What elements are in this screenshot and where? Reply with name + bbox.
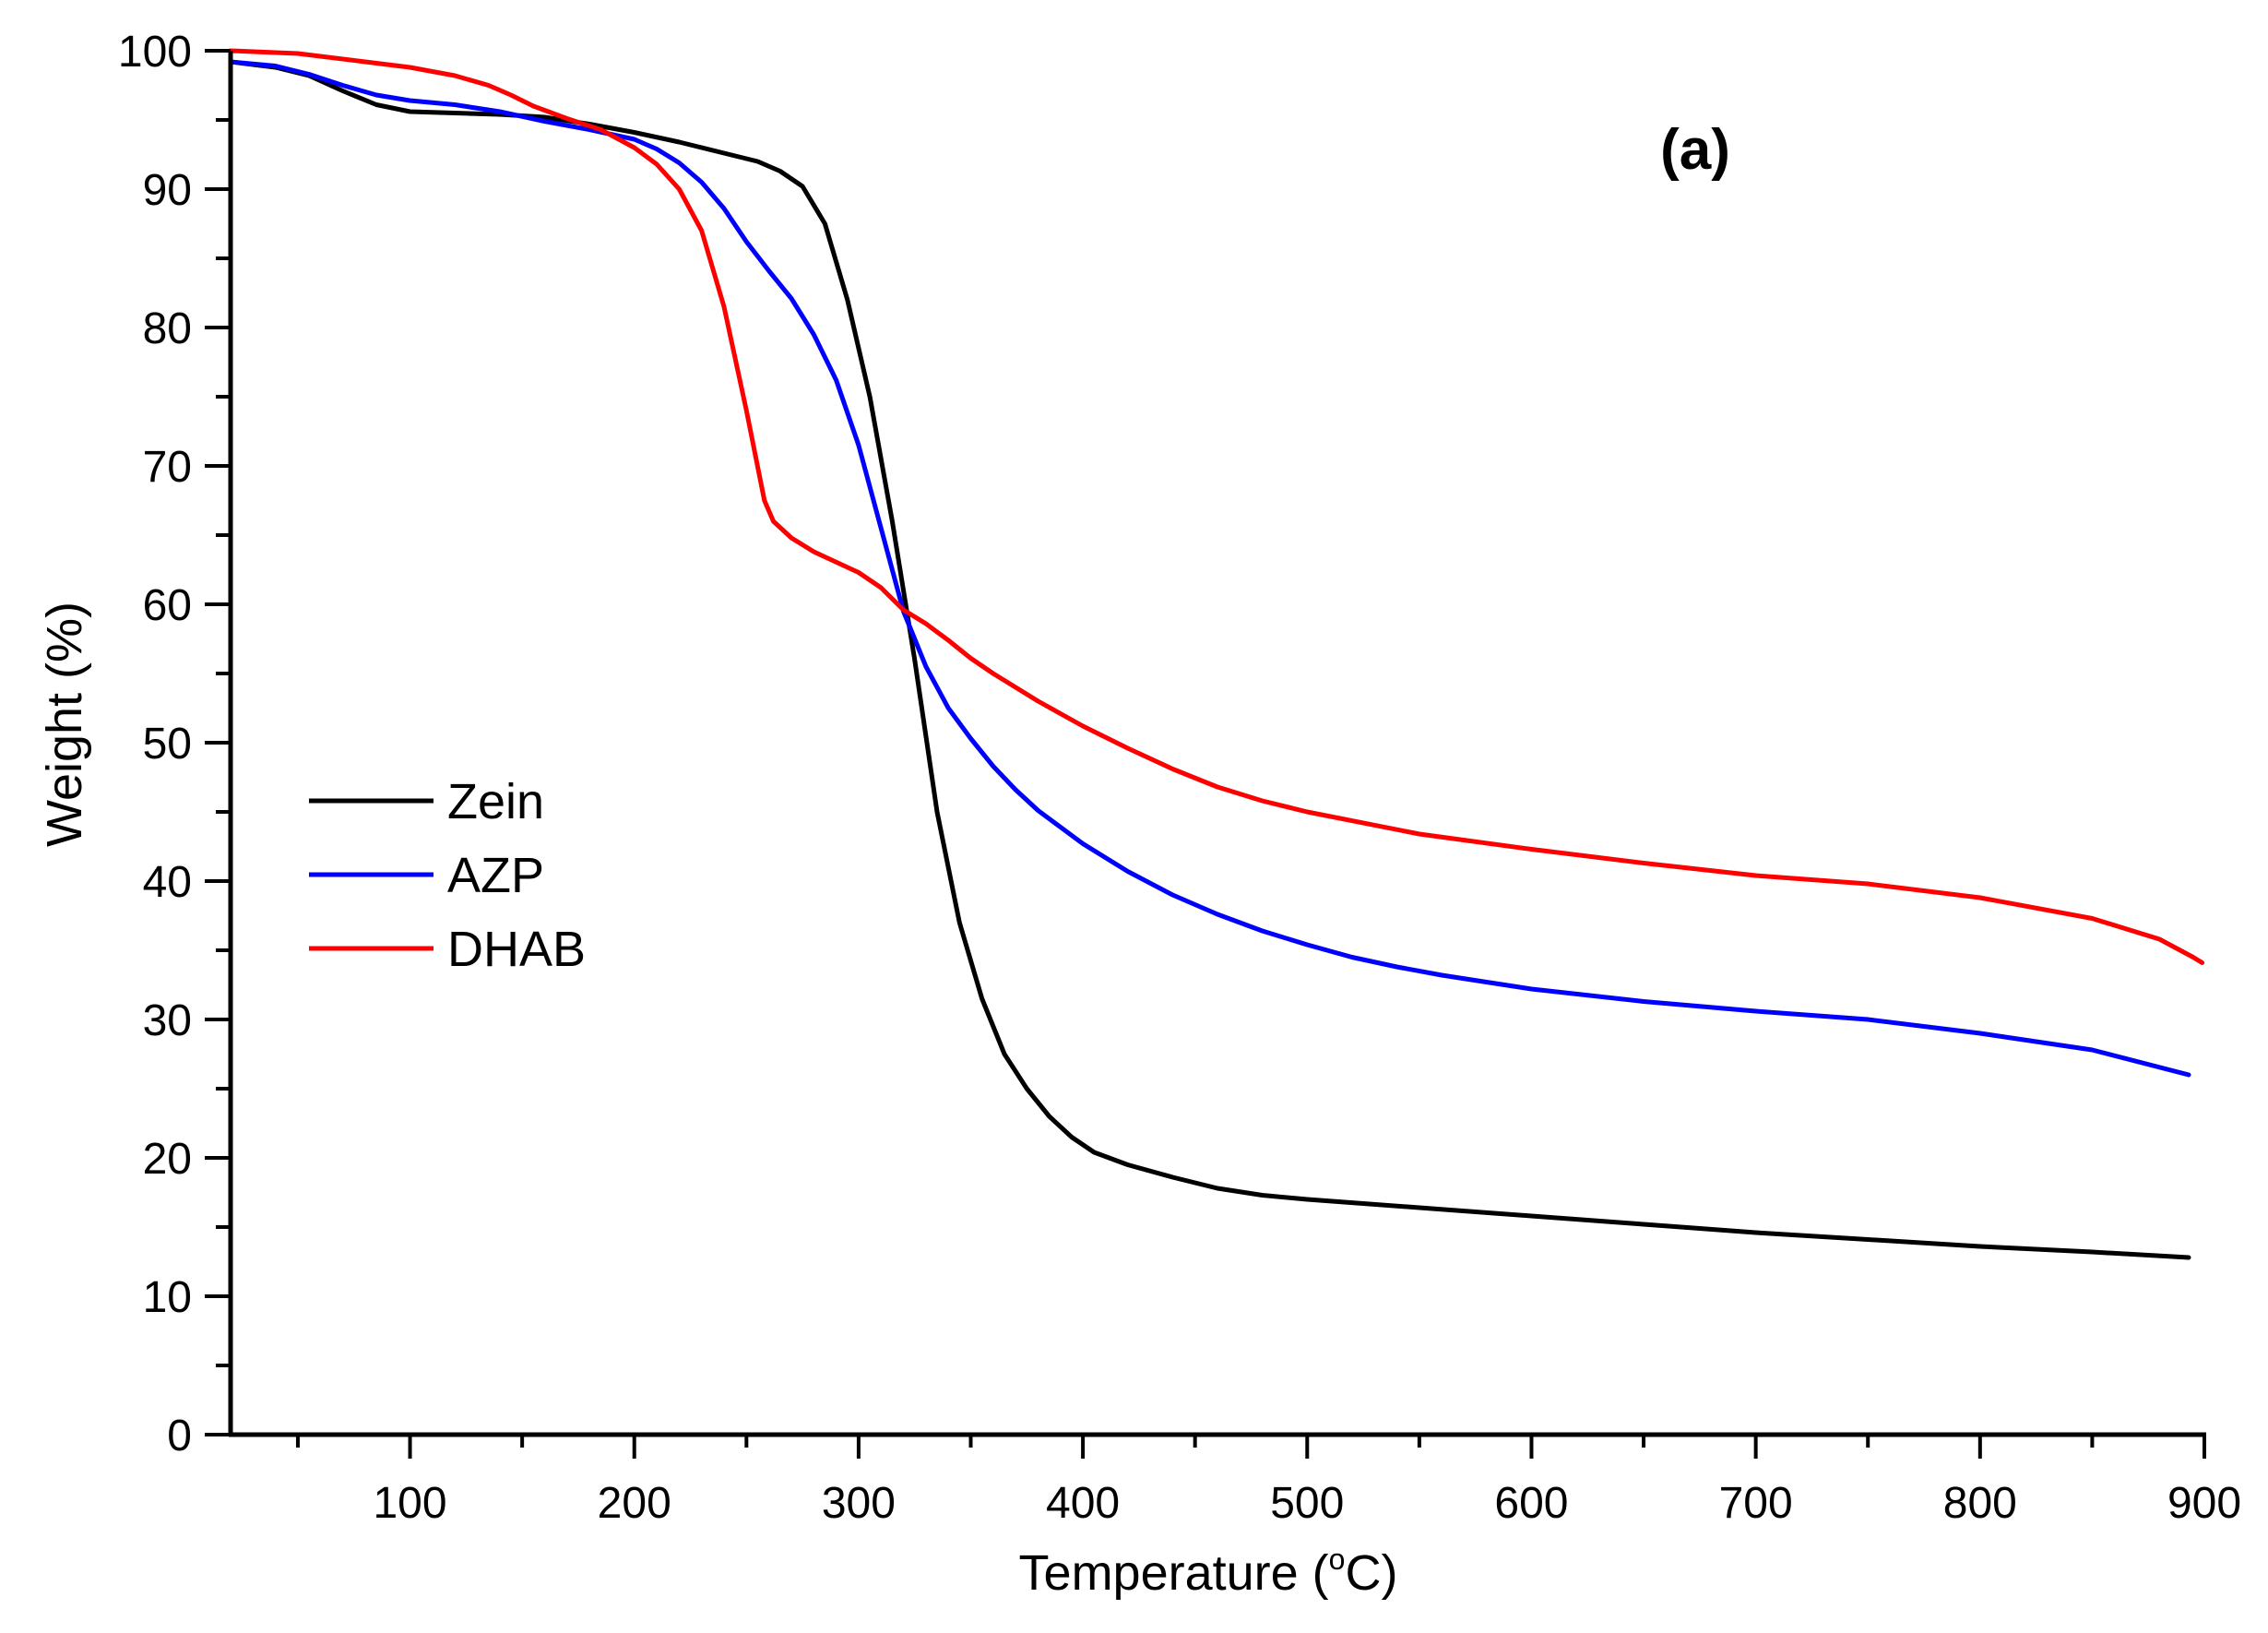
y-tick-label: 0 <box>167 1412 192 1460</box>
y-axis-title: Weight (%) <box>37 602 92 847</box>
x-tick-label: 300 <box>822 1479 896 1528</box>
chart-annotation: (a) <box>1660 118 1730 182</box>
y-tick-label: 90 <box>143 166 192 215</box>
series-layer <box>228 48 2205 1260</box>
y-tick-label: 80 <box>143 304 192 353</box>
legend-label-azp: AZP <box>447 848 544 903</box>
series-line-dhab <box>228 48 2205 965</box>
tick-labels: 0 10 20 30 40 50 60 70 80 90 100 100 200 300 400 500 600… <box>118 28 2241 1528</box>
series-line-zein <box>228 59 2191 1260</box>
y-tick-label: 50 <box>143 720 192 769</box>
y-tick-label: 60 <box>143 581 192 630</box>
legend: Zein AZP DHAB <box>309 774 586 977</box>
x-tick-label: 500 <box>1270 1479 1344 1528</box>
x-tick-label: 900 <box>2167 1479 2241 1528</box>
x-axis-unit: C) <box>1345 1545 1397 1601</box>
x-tick-label: 700 <box>1719 1479 1793 1528</box>
y-tick-label: 40 <box>143 858 192 907</box>
x-axis-title: Temperature (oC) <box>1019 1543 1398 1601</box>
x-axis-title-text: Temperature ( <box>1019 1545 1329 1601</box>
y-tick-label: 30 <box>143 996 192 1045</box>
series-line-azp <box>228 59 2191 1078</box>
degree-symbol: o <box>1329 1543 1346 1576</box>
x-tick-label: 100 <box>373 1479 446 1528</box>
legend-label-zein: Zein <box>447 774 544 829</box>
y-tick-label: 10 <box>143 1273 192 1322</box>
x-tick-label: 800 <box>1943 1479 2017 1528</box>
axes <box>205 49 2206 1459</box>
y-tick-label: 70 <box>143 443 192 492</box>
y-tick-label: 20 <box>143 1135 192 1184</box>
legend-label-dhab: DHAB <box>447 922 586 977</box>
y-tick-label: 100 <box>118 28 192 77</box>
x-tick-label: 200 <box>598 1479 671 1528</box>
x-tick-label: 400 <box>1046 1479 1120 1528</box>
x-tick-label: 600 <box>1494 1479 1568 1528</box>
